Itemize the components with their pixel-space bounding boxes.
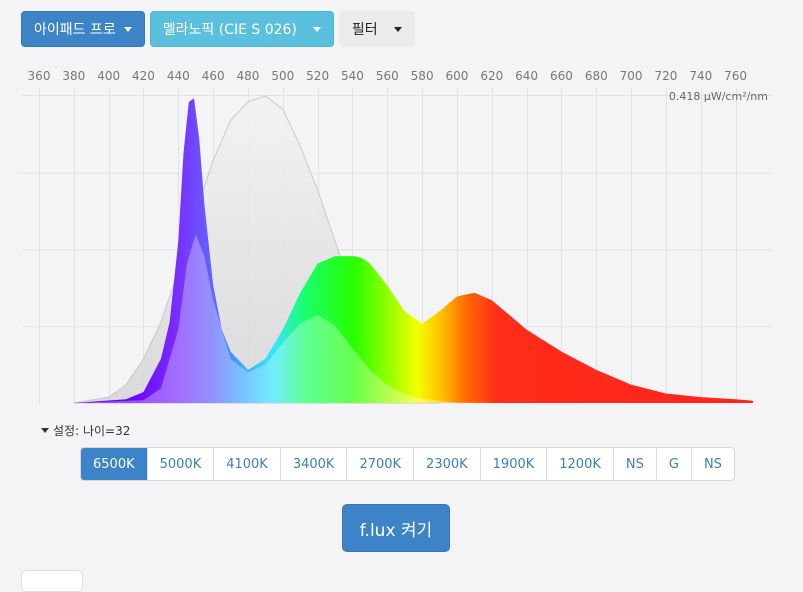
y-max-label: 0.418 μW/cm²/nm — [669, 90, 768, 103]
x-tick-label: 440 — [167, 69, 190, 83]
filter-label: 필터 — [351, 22, 378, 38]
x-tick-label: 380 — [62, 69, 85, 83]
x-tick-label: 480 — [237, 69, 260, 83]
temperature-button[interactable]: 1200K — [546, 448, 613, 480]
x-tick-label: 580 — [411, 69, 434, 83]
panel-stub — [21, 570, 83, 592]
x-tick-label: 680 — [585, 69, 608, 83]
x-tick-label: 520 — [306, 69, 329, 83]
x-tick-label: 760 — [724, 69, 747, 83]
temperature-button[interactable]: NS — [612, 448, 656, 480]
x-tick-label: 640 — [515, 69, 538, 83]
x-tick-label: 720 — [654, 69, 677, 83]
temperature-button[interactable]: 5000K — [146, 448, 214, 480]
settings-label: 설정: 나이=32 — [53, 424, 131, 438]
temperature-button[interactable]: 2300K — [413, 448, 480, 480]
series-layer — [73, 95, 754, 404]
x-tick-label: 660 — [550, 69, 573, 83]
x-tick-label: 400 — [97, 69, 120, 83]
temperature-button[interactable]: 3400K — [279, 448, 347, 480]
x-tick-label: 500 — [271, 69, 294, 83]
device-label: 아이패드 프로 — [34, 22, 116, 38]
spectrum-chart: 360 380 400 420 440 460 480 500 520 540 560 580 600 6… — [22, 69, 772, 404]
temperature-button[interactable]: 6500K — [81, 448, 147, 480]
caret-down-icon — [41, 428, 49, 433]
x-tick-label: 740 — [689, 69, 712, 83]
caret-down-icon — [393, 26, 402, 32]
x-tick-label: 420 — [132, 69, 155, 83]
filter-dropdown-button[interactable]: 필터 — [338, 11, 415, 47]
sensitivity-label: 멜라노픽 (CIE S 026) — [162, 22, 297, 38]
temperature-button[interactable]: 2700K — [346, 448, 414, 480]
x-axis-ticks: 360 380 400 420 440 460 480 500 520 540 560 580 600 6… — [28, 69, 748, 83]
x-tick-label: 360 — [28, 69, 51, 83]
color-temperature-group: 6500K 5000K 4100K 3400K 2700K 2300K 1900K 1200K… — [80, 447, 735, 481]
settings-toggle[interactable]: 설정: 나이=32 — [41, 422, 130, 439]
x-tick-label: 540 — [341, 69, 364, 83]
caret-down-icon — [123, 26, 132, 32]
flux-button-label: f.lux 켜기 — [359, 520, 433, 541]
x-tick-label: 560 — [376, 69, 399, 83]
series-display-spectrum — [73, 98, 754, 403]
toolbar: 아이패드 프로 멜라노픽 (CIE S 026) 필터 — [21, 11, 415, 47]
x-tick-label: 700 — [620, 69, 643, 83]
temperature-button[interactable]: 4100K — [213, 448, 280, 480]
temperature-button[interactable]: 1900K — [479, 448, 547, 480]
temperature-button[interactable]: NS — [690, 448, 734, 480]
device-dropdown-button[interactable]: 아이패드 프로 — [21, 11, 145, 47]
caret-down-icon — [312, 26, 321, 32]
x-tick-label: 620 — [480, 69, 503, 83]
sensitivity-dropdown-button[interactable]: 멜라노픽 (CIE S 026) — [149, 11, 334, 47]
x-tick-label: 460 — [202, 69, 225, 83]
temperature-button[interactable]: G — [655, 448, 691, 480]
x-tick-label: 600 — [446, 69, 469, 83]
series-melanopic-weighted — [73, 234, 492, 403]
flux-toggle-button[interactable]: f.lux 켜기 — [342, 504, 450, 552]
series-melanopic-weighted-highlight — [73, 234, 492, 403]
